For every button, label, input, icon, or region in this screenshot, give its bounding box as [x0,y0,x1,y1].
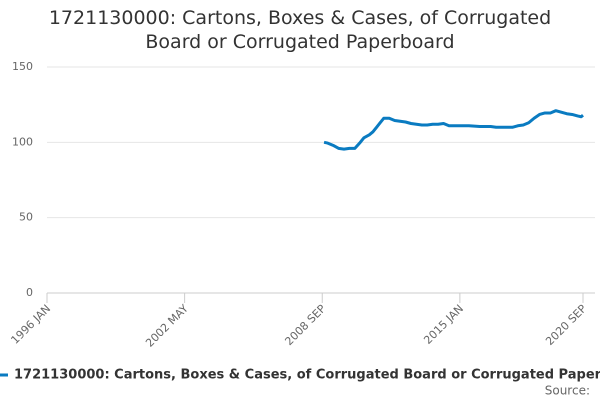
x-tick-label: 2020 SEP [543,302,589,348]
x-tick-label: 1996 JAN [8,302,53,347]
series-line [323,109,584,151]
chart-title: 1721130000: Cartons, Boxes & Cases, of C… [48,7,552,53]
x-tick-label: 2008 SEP [282,302,328,348]
legend-label: 1721130000: Cartons, Boxes & Cases, of C… [14,368,600,383]
y-tick-label: 150 [12,60,33,73]
y-tick-label: 0 [26,286,33,299]
source: Source: [545,384,590,398]
x-tick-label: 2015 JAN [421,302,466,347]
x-tick-label: 2002 MAY [143,302,191,350]
y-tick-label: 100 [12,135,33,148]
y-tick-label: 50 [19,211,33,224]
